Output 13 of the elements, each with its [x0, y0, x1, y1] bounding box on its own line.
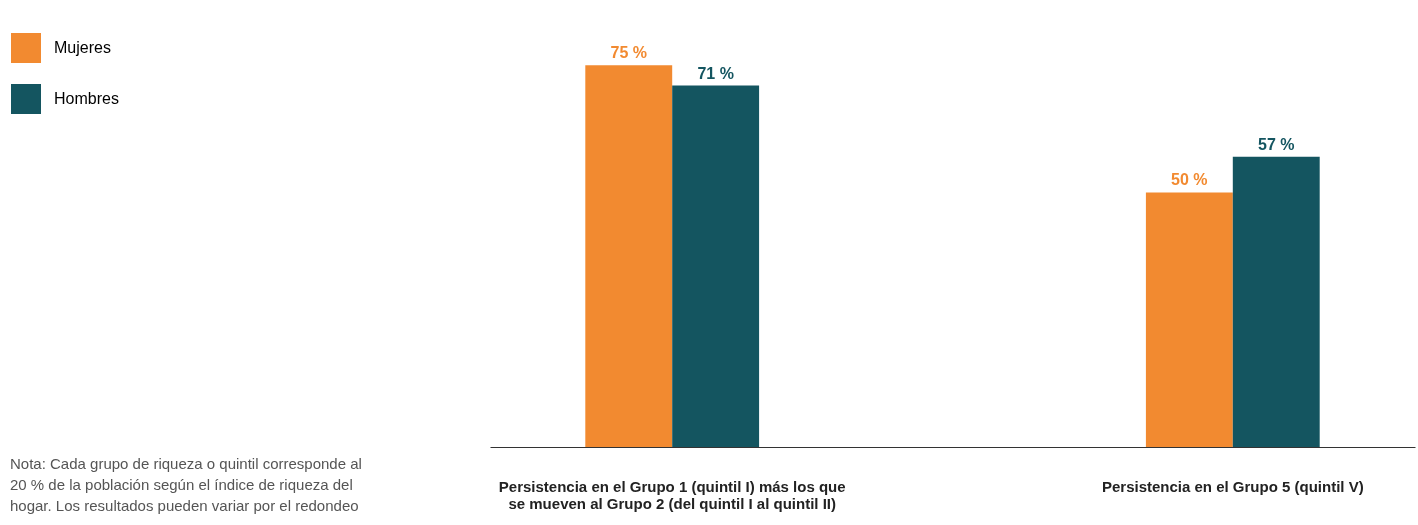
data-label: 71 % [697, 64, 734, 82]
bar [585, 65, 673, 447]
x-tick-label: Persistencia en el Grupo 5 (quintil V) [1101, 477, 1364, 495]
legend-label: Mujeres [54, 39, 111, 56]
data-label: 75 % [610, 44, 647, 62]
bar [1232, 156, 1320, 447]
text: Nota: Cada grupo de riqueza o quintil corresponde al 20 % de la población según el índice de riqueza del hogar. Los resultados pueden variar por el redondeo [10, 455, 362, 514]
legend-label: Hombres [54, 90, 119, 107]
data-label: 50 % [1171, 171, 1208, 189]
bar [1145, 192, 1233, 447]
bar [672, 85, 760, 447]
x-tick-label: Persistencia en el Grupo 1 (quintil I) más los que se mueven al Grupo 2 (del quintil I al quintil II) [498, 477, 846, 512]
data-label: 57 % [1258, 135, 1295, 153]
